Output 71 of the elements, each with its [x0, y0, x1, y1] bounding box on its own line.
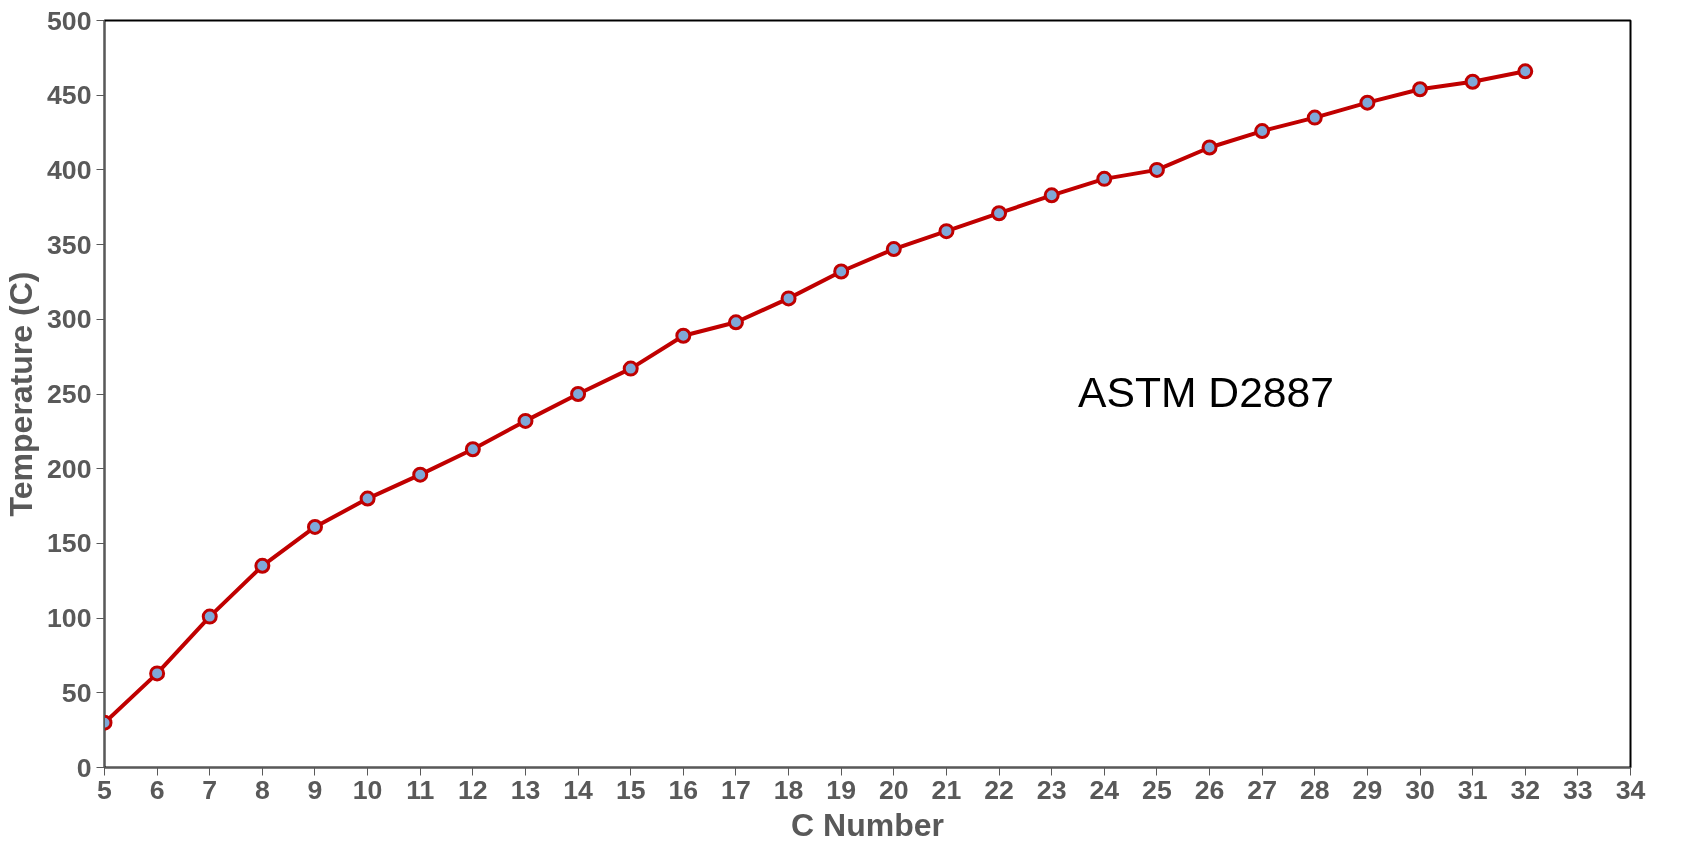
point: [675, 327, 692, 344]
point: [1517, 63, 1534, 80]
y-tick-label: 250: [47, 379, 92, 409]
x-tick-label: 14: [563, 774, 594, 805]
y-axis-title: Temperature (C): [3, 271, 40, 517]
y-tick-label: 400: [47, 154, 92, 185]
x-tick-label: 29: [1352, 774, 1383, 805]
point: [1359, 94, 1376, 111]
y-tick-label: 450: [47, 80, 92, 111]
point: [780, 290, 797, 307]
x-tick-label: 11: [406, 774, 435, 805]
point: [833, 263, 850, 280]
x-tick-label: 8: [254, 774, 270, 805]
x-tick-label: 13: [510, 774, 541, 805]
y-tick-label: 200: [47, 453, 92, 484]
point: [1306, 109, 1323, 126]
y-tick-label: 100: [47, 603, 92, 634]
x-tick-label: 9: [307, 774, 323, 805]
point: [1096, 170, 1113, 187]
x-tick-label: 27: [1247, 774, 1277, 805]
point: [622, 360, 639, 377]
point: [938, 223, 955, 240]
x-tick-label: 32: [1510, 774, 1541, 805]
x-tick-label: 33: [1563, 774, 1593, 805]
x-tick-label: 19: [826, 774, 857, 805]
point: [359, 490, 376, 507]
point: [1254, 123, 1271, 140]
x-tick-label: 20: [878, 774, 909, 805]
x-tick-label: 23: [1036, 774, 1067, 805]
x-tick-label: 5: [97, 774, 113, 805]
y-tick-label: 500: [47, 5, 92, 36]
point: [517, 412, 534, 429]
point: [201, 608, 218, 625]
x-tick-label: 12: [458, 774, 488, 805]
x-tick-label: 34: [1615, 774, 1646, 805]
x-tick-label: 31: [1457, 774, 1488, 805]
point: [1148, 161, 1165, 178]
x-tick-label: 21: [931, 774, 962, 805]
x-tick-label: 25: [1142, 774, 1172, 805]
point: [254, 557, 271, 574]
x-tick-label: 16: [668, 774, 699, 805]
y-tick-label: 150: [47, 528, 92, 559]
y-tick-label: 350: [47, 229, 92, 260]
x-tick-label: 6: [149, 774, 165, 805]
x-tick-label: 30: [1405, 774, 1435, 805]
y-tick-label: 50: [61, 677, 92, 708]
x-tick-label: 26: [1194, 774, 1225, 805]
y-tick-label: 0: [76, 752, 92, 783]
x-tick-label: 24: [1089, 774, 1120, 805]
point: [1201, 139, 1218, 156]
x-tick-label: 15: [615, 774, 646, 805]
point: [1043, 187, 1060, 204]
point: [570, 386, 587, 402]
point: [885, 241, 902, 258]
x-tick-label: 22: [984, 774, 1014, 805]
point: [412, 466, 429, 483]
point: [727, 314, 744, 331]
annotation: ASTM D2887: [1077, 368, 1335, 417]
point: [464, 441, 481, 458]
point: [1464, 73, 1481, 90]
point: [306, 518, 323, 535]
x-tick-label: 28: [1299, 774, 1330, 805]
point: [1412, 81, 1429, 98]
y-tick-label: 300: [47, 304, 92, 335]
point: [991, 205, 1008, 222]
x-tick-label: 7: [202, 774, 218, 805]
x-tick-label: 18: [773, 774, 804, 805]
point: [149, 665, 166, 682]
x-tick-label: 10: [352, 774, 383, 805]
x-tick-label: 17: [721, 774, 751, 805]
x-axis-title: C Number: [791, 806, 944, 843]
